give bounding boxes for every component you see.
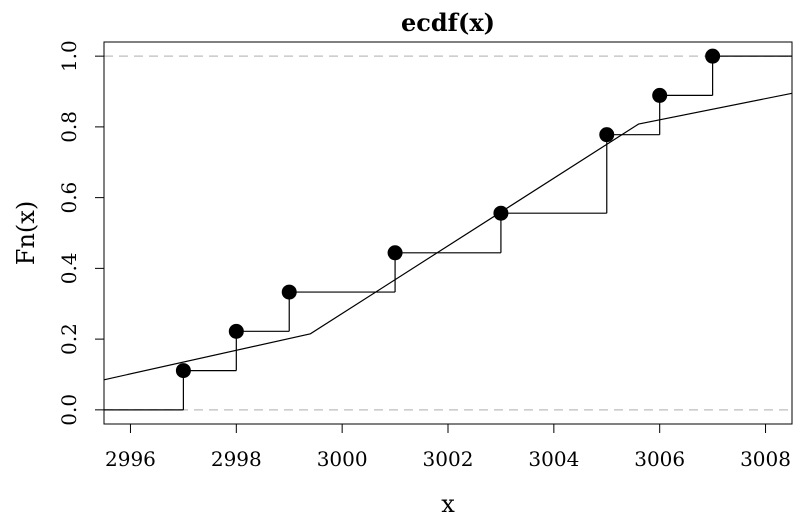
x-tick-label: 3000 [317, 447, 368, 471]
x-tick-label: 3008 [740, 447, 791, 471]
smooth-line-layer [103, 92, 793, 381]
ecdf-points-layer [175, 48, 721, 379]
y-tick-label: 0.8 [57, 111, 81, 143]
y-tick-label: 0.6 [57, 182, 81, 214]
data-point [652, 87, 668, 103]
plot-frame [103, 41, 793, 425]
y-tick-label: 0.4 [57, 252, 81, 284]
data-point [599, 127, 615, 143]
data-point [705, 48, 721, 64]
smooth-line [103, 92, 793, 381]
data-point [281, 284, 297, 300]
ecdf-step-layer [104, 55, 792, 411]
y-tick-label: 0.0 [57, 394, 81, 426]
x-axis: 2996 2998 3000 3002 3004 3006 3008 [105, 423, 791, 471]
x-tick-label: 3006 [634, 447, 685, 471]
x-tick-label: 2998 [211, 447, 262, 471]
y-tick-label: 1.0 [57, 40, 81, 72]
y-axis: 0.0 0.2 0.4 0.6 0.8 1.0 [57, 40, 105, 426]
data-point [387, 245, 403, 261]
data-point [228, 323, 244, 339]
data-point [493, 205, 509, 221]
reference-lines [104, 55, 792, 411]
chart-title: ecdf(x) [401, 8, 495, 37]
x-tick-label: 3004 [528, 447, 579, 471]
x-axis-title: x [441, 490, 455, 518]
data-point [175, 363, 191, 379]
y-axis-title: Fn(x) [12, 201, 40, 265]
x-tick-label: 2996 [105, 447, 156, 471]
y-tick-label: 0.2 [57, 323, 81, 355]
x-tick-label: 3002 [423, 447, 474, 471]
